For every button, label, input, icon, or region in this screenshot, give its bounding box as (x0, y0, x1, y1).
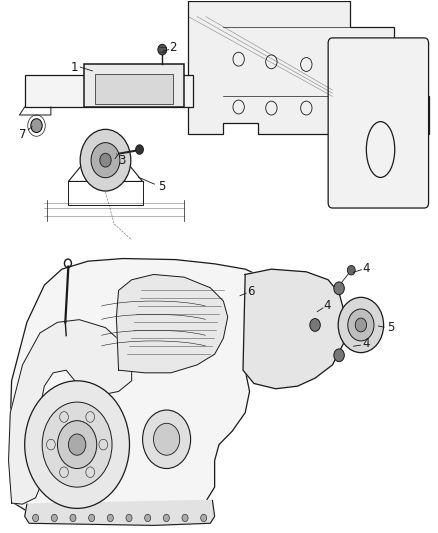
Circle shape (126, 514, 132, 522)
Circle shape (310, 319, 320, 332)
Circle shape (334, 282, 344, 295)
Circle shape (42, 402, 112, 487)
Bar (95, 74, 173, 104)
Polygon shape (117, 274, 228, 373)
Circle shape (347, 265, 355, 275)
Circle shape (107, 514, 113, 522)
Circle shape (136, 145, 144, 155)
Polygon shape (25, 500, 215, 526)
Circle shape (334, 349, 344, 362)
Circle shape (88, 514, 95, 522)
Polygon shape (10, 259, 274, 524)
Circle shape (70, 514, 76, 522)
Circle shape (163, 514, 170, 522)
Circle shape (25, 381, 130, 508)
Circle shape (80, 130, 131, 191)
Text: 3: 3 (118, 154, 126, 167)
Circle shape (57, 421, 97, 469)
Circle shape (348, 309, 374, 341)
Circle shape (143, 410, 191, 469)
Text: 7: 7 (19, 128, 26, 141)
Circle shape (91, 143, 120, 177)
Circle shape (32, 514, 39, 522)
Circle shape (68, 434, 86, 455)
Text: 1: 1 (70, 61, 78, 74)
FancyBboxPatch shape (84, 64, 184, 107)
Circle shape (158, 44, 166, 55)
Text: 6: 6 (247, 285, 255, 298)
Polygon shape (9, 320, 132, 504)
Polygon shape (25, 75, 193, 107)
Text: 2: 2 (170, 41, 177, 54)
Text: 4: 4 (363, 262, 370, 274)
Circle shape (145, 514, 151, 522)
Circle shape (153, 423, 180, 455)
Circle shape (100, 154, 111, 167)
Circle shape (51, 514, 57, 522)
Polygon shape (188, 1, 428, 134)
Text: 4: 4 (363, 337, 370, 350)
FancyBboxPatch shape (328, 38, 428, 208)
Circle shape (31, 119, 42, 133)
Text: 5: 5 (387, 321, 394, 334)
Text: 4: 4 (324, 299, 331, 312)
Circle shape (201, 514, 207, 522)
Text: 5: 5 (158, 180, 165, 193)
Circle shape (355, 318, 367, 332)
Circle shape (338, 297, 384, 353)
Polygon shape (243, 269, 346, 389)
Circle shape (182, 514, 188, 522)
